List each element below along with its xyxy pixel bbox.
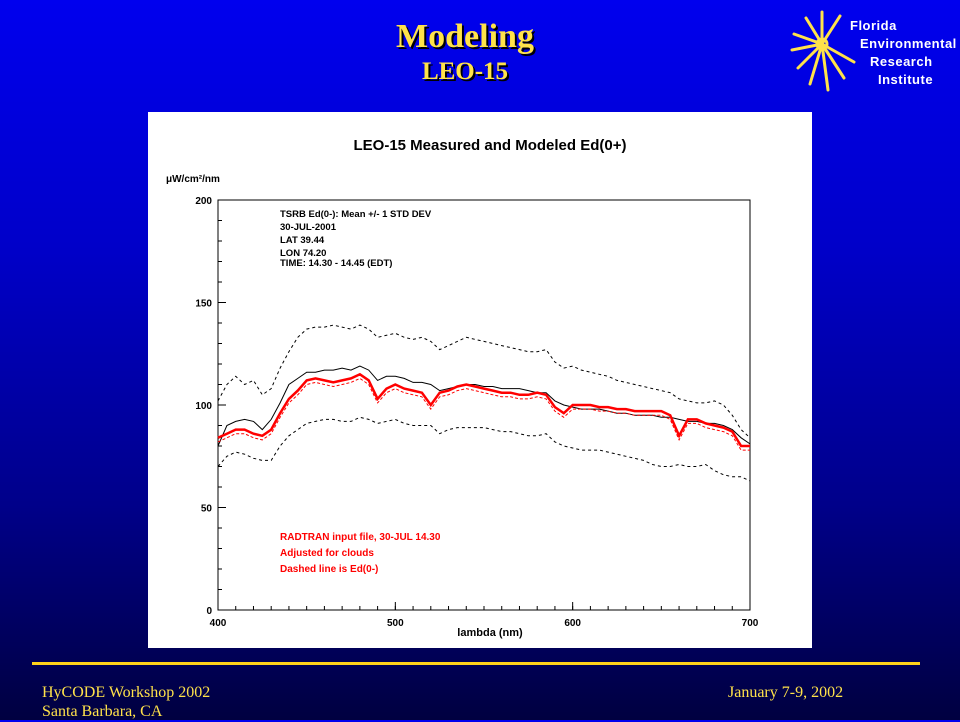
logo-line-1: Florida: [850, 18, 897, 33]
fieri-logo: Florida Environmental Research Institute: [788, 6, 958, 96]
annotation-modeled: Adjusted for clouds: [280, 548, 374, 559]
annotation-modeled: RADTRAN input file, 30-JUL 14.30: [280, 532, 441, 543]
logo-line-2: Environmental: [860, 36, 957, 51]
sun-icon: [790, 10, 856, 92]
y-axis-label: μW/cm²/nm: [166, 174, 220, 185]
x-tick-label: 400: [210, 618, 227, 629]
y-tick-label: 150: [195, 299, 212, 310]
footer-event: HyCODE Workshop 2002: [42, 684, 211, 701]
series-black-dashed-lower: [217, 416, 751, 482]
line-chart: LEO-15 Measured and Modeled Ed(0+) μW/cm…: [166, 137, 759, 639]
slide-title: Modeling: [396, 18, 534, 55]
series-red-solid: [217, 372, 750, 448]
x-tick-label: 500: [387, 618, 404, 629]
x-tick-label: 600: [564, 618, 581, 629]
x-axis-label: lambda (nm): [457, 627, 523, 639]
footer-rule: [32, 662, 920, 665]
y-tick-label: 200: [195, 196, 212, 207]
y-tick-label: 0: [206, 606, 212, 617]
y-tick-label: 100: [195, 401, 212, 412]
chart-title: LEO-15 Measured and Modeled Ed(0+): [354, 137, 627, 154]
annotation-modeled: Dashed line is Ed(0-): [280, 564, 378, 575]
series-black-dashed-upper: [217, 324, 751, 439]
series-black-solid: [217, 365, 751, 447]
chart-panel: LEO-15 Measured and Modeled Ed(0+) μW/cm…: [148, 112, 812, 648]
annotation-measured: LON 74.20: [280, 248, 326, 259]
slide-subtitle: LEO-15: [421, 58, 509, 85]
x-tick-label: 700: [742, 618, 759, 629]
y-tick-label: 50: [201, 504, 213, 515]
annotation-measured: 30-JUL-2001: [280, 222, 337, 233]
annotation-measured: TSRB Ed(0-): Mean +/- 1 STD DEV: [280, 209, 432, 220]
footer-location: Santa Barbara, CA: [42, 703, 163, 720]
footer-date: January 7-9, 2002: [728, 684, 844, 701]
annotation-measured: LAT 39.44: [280, 235, 325, 246]
annotation-measured: TIME: 14.30 - 14.45 (EDT): [280, 258, 392, 269]
logo-line-3: Research: [870, 54, 933, 69]
logo-line-4: Institute: [878, 72, 934, 87]
